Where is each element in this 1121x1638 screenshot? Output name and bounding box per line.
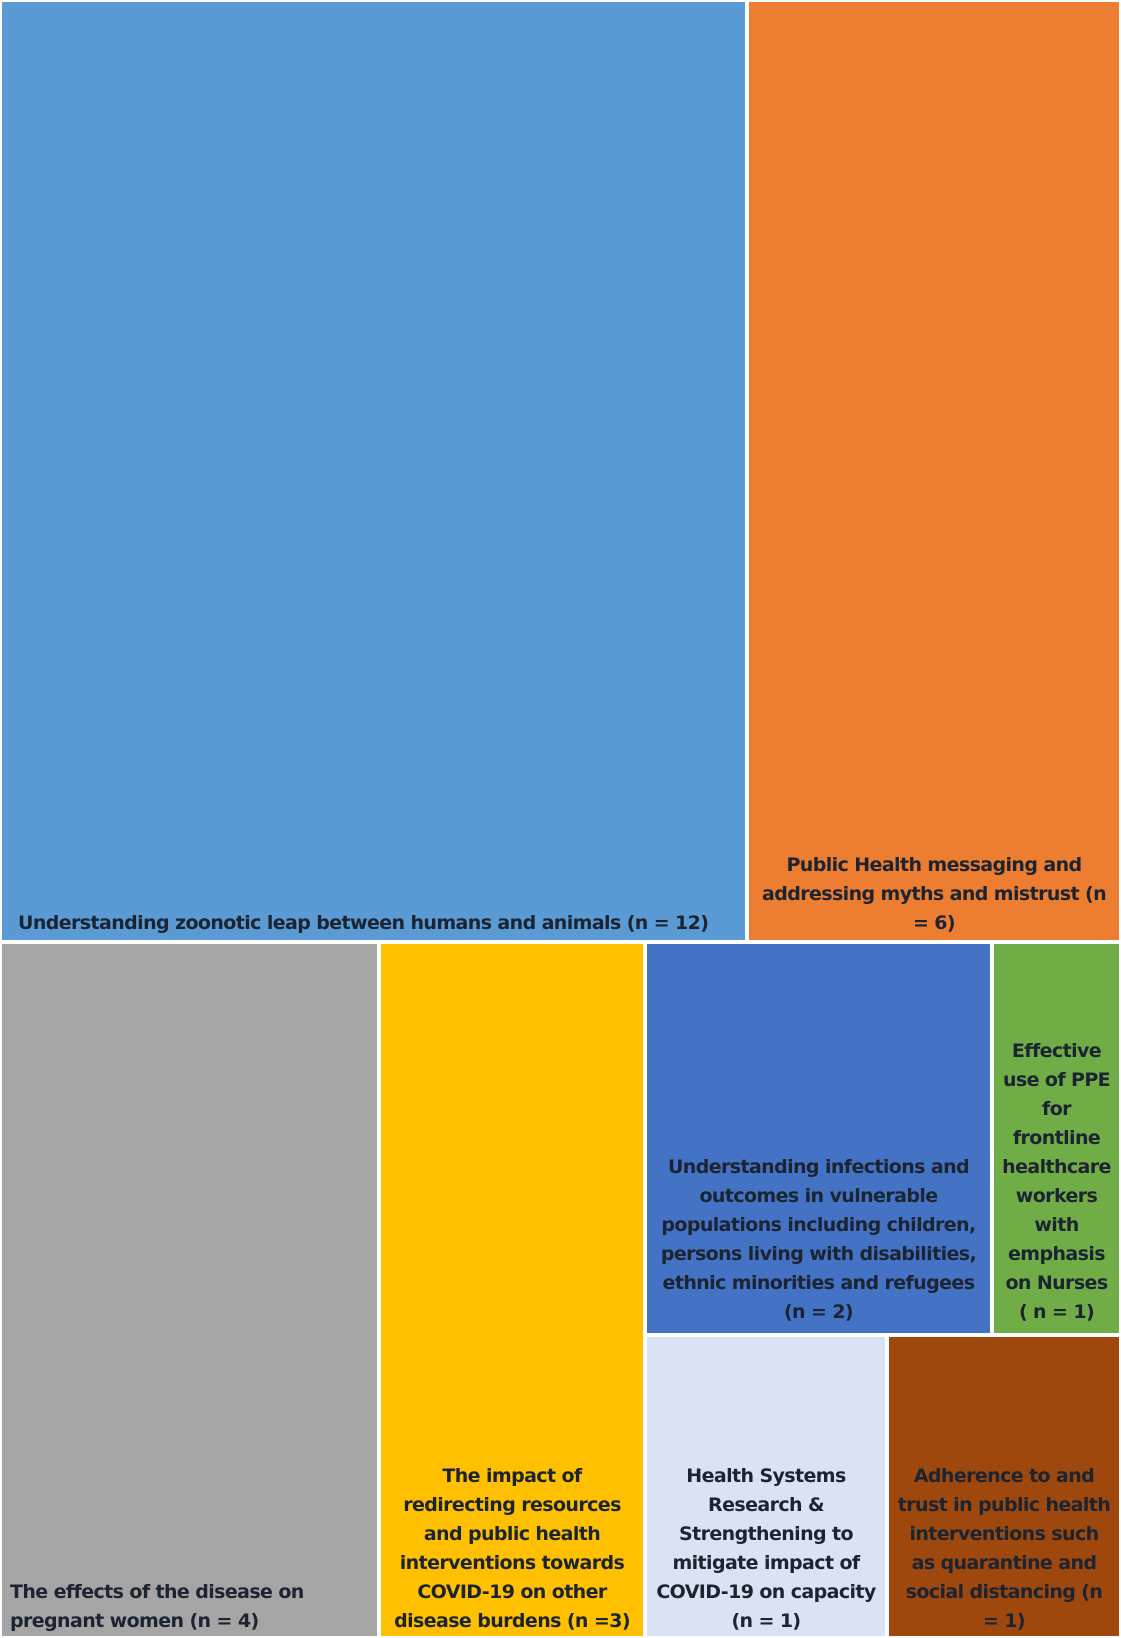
treemap-tile: The effects of the disease on pregnant w… bbox=[2, 944, 377, 1636]
treemap-tile-label: Understanding infections and outcomes in… bbox=[660, 1156, 977, 1323]
treemap-tile-label: Public Health messaging and addressing m… bbox=[761, 854, 1107, 934]
treemap-tile: Effective use of PPE for frontline healt… bbox=[994, 944, 1119, 1333]
treemap-tile-label: The impact of redirecting resources and … bbox=[394, 1465, 630, 1632]
treemap-tile: The impact of redirecting resources and … bbox=[381, 944, 643, 1636]
treemap-tile: Understanding zoonotic leap between huma… bbox=[2, 2, 745, 940]
treemap-tile: Understanding infections and outcomes in… bbox=[647, 944, 990, 1333]
treemap-tile-label: Health Systems Research & Strengthening … bbox=[656, 1465, 876, 1632]
treemap-tile: Health Systems Research & Strengthening … bbox=[647, 1337, 885, 1636]
treemap-tile: Adherence to and trust in public health … bbox=[889, 1337, 1119, 1636]
treemap-tile-label: Understanding zoonotic leap between huma… bbox=[18, 912, 709, 934]
treemap-tile-label: The effects of the disease on pregnant w… bbox=[10, 1581, 304, 1632]
treemap-tile-label: Adherence to and trust in public health … bbox=[897, 1465, 1111, 1632]
treemap-tile: Public Health messaging and addressing m… bbox=[749, 2, 1119, 940]
treemap-tile-label: Effective use of PPE for frontline healt… bbox=[1002, 1040, 1111, 1323]
